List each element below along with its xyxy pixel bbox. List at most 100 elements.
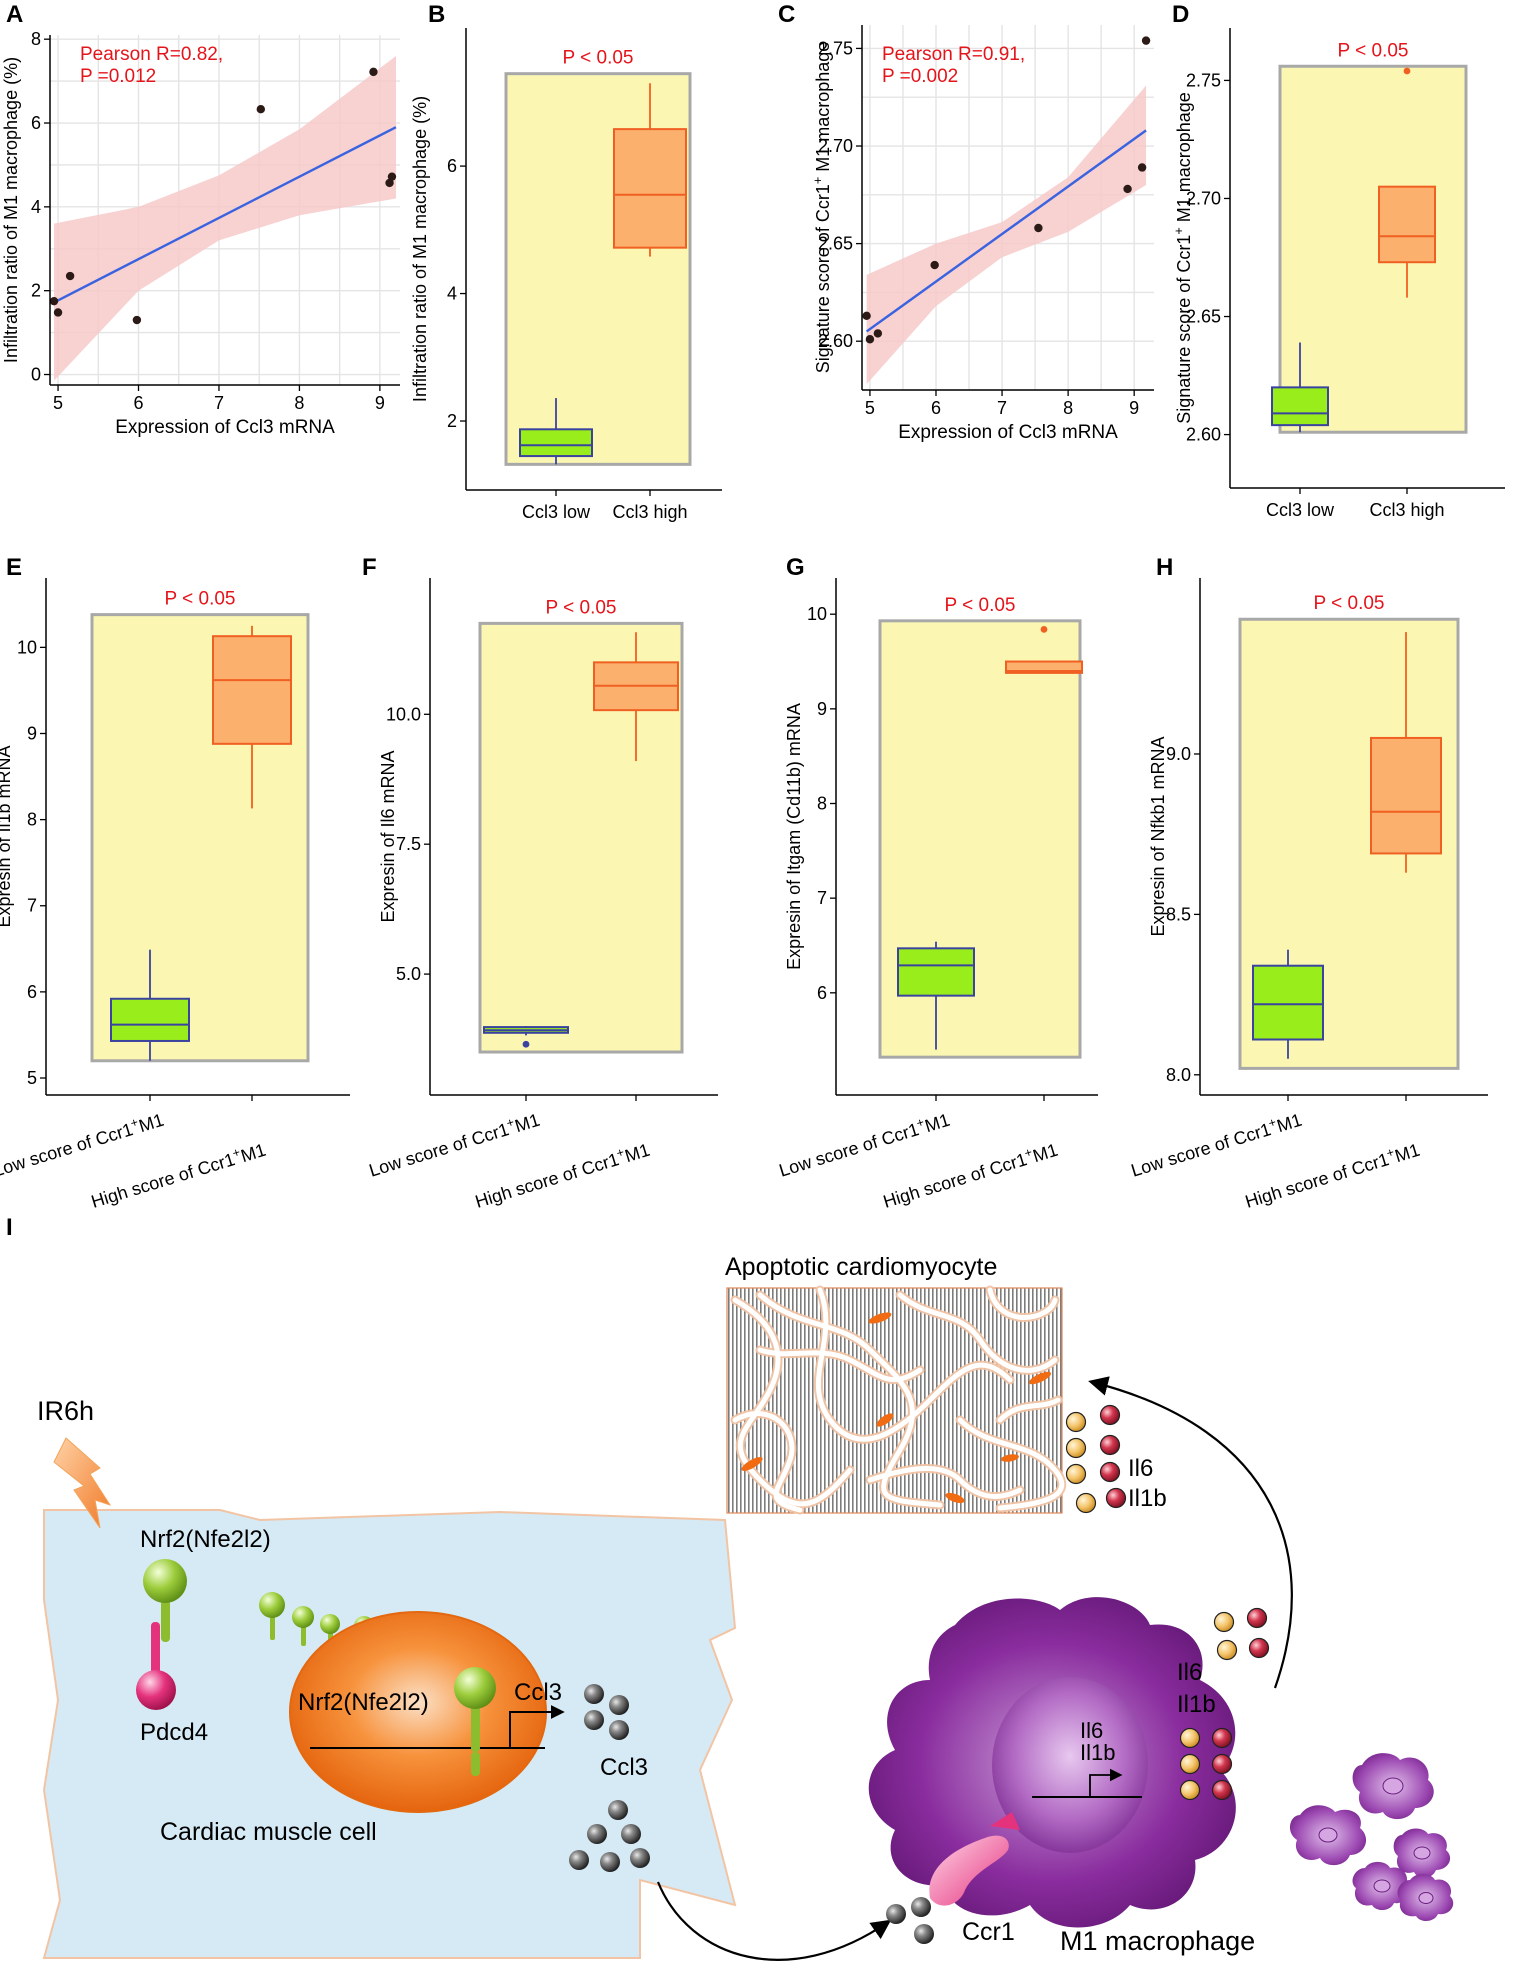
data-point [873, 329, 883, 338]
y-axis-title: Signature score of Ccr1+ M1 macrophage [1172, 92, 1194, 424]
ccr1-label: Ccr1 [962, 1918, 1015, 1946]
m1-macrophage-nucleus [992, 1677, 1148, 1853]
il-transcription-arrow [1089, 1768, 1123, 1797]
nrf2-nuclear-receptor [454, 1667, 496, 1776]
x-axis-title: Expression of Ccl3 mRNA [898, 422, 1118, 443]
nrf2-membrane-label: Nrf2(Nfe2l2) [140, 1526, 271, 1553]
ccl3-gene-label: Ccl3 [514, 1679, 562, 1706]
category-label: Low score of Ccr1+M1 [1128, 1108, 1304, 1181]
category-label: Low score of Ccr1+M1 [776, 1108, 952, 1181]
y-tick-label: 9 [27, 723, 37, 743]
correlation-annotation: P =0.002 [882, 66, 958, 87]
x-tick-label: 8 [294, 393, 304, 413]
category-label: Ccl3 low [1266, 500, 1335, 520]
il6-label-top: Il6 [1128, 1455, 1153, 1482]
y-tick-label: 6 [817, 983, 827, 1003]
il1b-gene-label: Il1b [1080, 1740, 1115, 1765]
y-tick-label: 7.5 [396, 834, 421, 854]
mechanism-diagram: Apoptotic cardiomyocyte [37, 1253, 1454, 1961]
chart-f-boxplot: P < 0.05 5.0 7.5 10.0 Expresin of Il6 mRNA Lo… [366, 578, 718, 1212]
x-tick-label: 7 [997, 398, 1007, 418]
data-point [1137, 163, 1147, 172]
y-axis-title: Infiltration ratio of M1 macrophage (%) [1, 57, 21, 363]
y-tick-label: 2.70 [818, 136, 853, 156]
ir6h-lightning-icon [53, 1437, 112, 1529]
category-label: Low score of Ccr1+M1 [366, 1108, 542, 1181]
correlation-annotation: Pearson R=0.91, [882, 44, 1025, 65]
chart-b-boxplot: P < 0.05 2 4 6 Infiltration ratio of M1 macr… [410, 28, 722, 522]
y-tick-label: 2.75 [1186, 70, 1221, 90]
category-label: Ccl3 high [1369, 500, 1444, 520]
box-high [613, 83, 687, 257]
il1b-label-top: Il1b [1128, 1485, 1167, 1512]
box-high [1378, 67, 1436, 298]
y-tick-label: 2.60 [818, 331, 853, 351]
panel-letter-i: I [6, 1214, 13, 1241]
panel-letter-e: E [6, 554, 22, 581]
ccl3-cluster-inner [584, 1684, 629, 1740]
y-tick-label: 6 [27, 982, 37, 1002]
x-tick-label: 6 [133, 393, 143, 413]
comparison-panel [1278, 64, 1468, 434]
pdcd4-label: Pdcd4 [140, 1719, 208, 1746]
y-axis-title: Expresin of Itgam (Cd11b) mRNA [784, 703, 804, 970]
category-label: Low score of Ccr1+M1 [0, 1108, 166, 1181]
y-tick-label: 10.0 [386, 704, 421, 724]
y-tick-label: 2.60 [1186, 425, 1221, 445]
x-tick-label: 9 [375, 393, 385, 413]
data-point [53, 308, 63, 317]
chart-c-scatter: 5 6 7 8 9 2.60 2.65 2.70 2.75 Expression of Ccl3 … [811, 25, 1154, 443]
y-tick-label: 2.65 [1186, 307, 1221, 327]
ccl3-bound-cluster [886, 1897, 934, 1944]
category-label: Ccl3 low [522, 502, 591, 522]
y-tick-label: 2 [31, 281, 41, 301]
y-tick-label: 7 [27, 896, 37, 916]
y-axis-title: Expresin of Il6 mRNA [378, 750, 398, 922]
box-iqr [613, 128, 687, 249]
comparison-panel [478, 621, 684, 1054]
chart-a-scatter: 5 6 7 8 9 0 2 4 6 8 Expression of Ccl3 mRNA Infiltr… [1, 29, 400, 438]
box-low [483, 1026, 569, 1048]
y-tick-label: 0 [31, 365, 41, 385]
y-tick-label: 2 [447, 411, 457, 431]
y-tick-label: 2.65 [818, 234, 853, 254]
correlation-annotation: Pearson R=0.82, [80, 44, 223, 65]
x-tick-label: 8 [1063, 398, 1073, 418]
m1-macrophage-label: M1 macrophage [1060, 1926, 1255, 1956]
data-point [369, 67, 378, 77]
data-point [49, 296, 59, 306]
category-label: High score of Ccr1+M1 [880, 1138, 1060, 1212]
category-label: High score of Ccr1+M1 [472, 1138, 652, 1212]
il6-macrophage-label: Il6 [1177, 1659, 1202, 1686]
y-axis-title: Expresin of Il1b mRNA [0, 745, 14, 927]
panel-letter-c: C [778, 1, 795, 28]
p-value-label: P < 0.05 [546, 597, 617, 618]
category-label: High score of Ccr1+M1 [88, 1138, 268, 1212]
data-point [256, 104, 266, 114]
box-low [1252, 949, 1324, 1059]
y-tick-label: 8 [817, 794, 827, 814]
nrf2-membrane-receptor [143, 1559, 187, 1642]
il1b-macrophage-label: Il1b [1177, 1691, 1216, 1718]
box-iqr [212, 635, 292, 745]
panel-letter-b: B [428, 1, 445, 28]
box-low [1271, 342, 1329, 433]
box-iqr [897, 947, 975, 997]
outlier-point [1040, 625, 1048, 633]
x-tick-label: 9 [1129, 398, 1139, 418]
box-low [897, 941, 975, 1050]
y-tick-label: 6 [31, 113, 41, 133]
apoptotic-cardiomyocyte-tissue [726, 1285, 1067, 1515]
y-tick-label: 9.0 [1166, 744, 1191, 764]
y-tick-label: 8 [31, 29, 41, 49]
regression-line [53, 126, 397, 304]
panel-letter-a: A [6, 1, 23, 28]
panel-letter-g: G [786, 554, 805, 581]
p-value-label: P < 0.05 [1338, 40, 1409, 61]
data-point [930, 260, 939, 270]
ccl3-to-ccr1-arrow [656, 1881, 892, 1961]
y-tick-label: 10 [807, 604, 827, 624]
correlation-annotation: P =0.012 [80, 66, 156, 87]
